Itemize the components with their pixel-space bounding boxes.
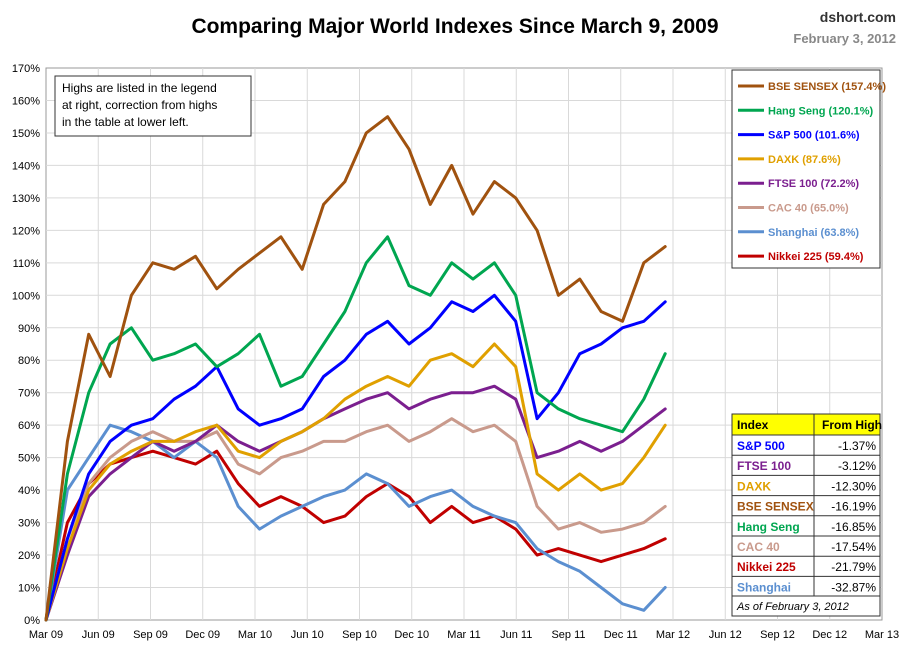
site-name: dshort.com	[820, 9, 896, 25]
y-tick-label: 30%	[18, 518, 40, 530]
x-tick-label: Mar 12	[656, 629, 690, 641]
table-cell-value: -32.87%	[831, 580, 876, 594]
table-cell-index: CAC 40	[737, 540, 780, 554]
y-tick-label: 40%	[18, 485, 40, 497]
table-cell-value: -16.19%	[831, 500, 876, 514]
table-frame	[731, 413, 881, 617]
table-cell-index: Hang Seng	[737, 520, 800, 534]
series-line	[44, 293, 667, 622]
series-line	[44, 342, 667, 622]
x-tick-label: Jun 11	[500, 629, 532, 641]
table-cell-index: S&P 500	[737, 439, 785, 453]
note-line-2: at right, correction from highs	[62, 98, 217, 112]
y-tick-label: 20%	[18, 550, 40, 562]
series-line	[44, 115, 667, 622]
y-axis: 0% 10% 20% 30% 40% 50% 60% 70% 80% 90% 100% 110% 120…	[12, 63, 40, 627]
x-tick-label: Sep 12	[760, 629, 795, 641]
table-cell-value: -17.54%	[831, 540, 876, 554]
correction-table: Index From High As of February 3, 2012 S…	[731, 413, 882, 617]
chart-date: February 3, 2012	[793, 31, 896, 46]
table-cell-index: Shanghai	[737, 580, 791, 594]
x-tick-label: Jun 10	[291, 629, 324, 641]
y-tick-label: 150%	[12, 128, 40, 140]
chart-title: Comparing Major World Indexes Since Marc…	[191, 15, 718, 38]
y-tick-label: 140%	[12, 160, 40, 172]
y-tick-label: 10%	[18, 583, 40, 595]
legend-entry: CAC 40 (65.0%)	[768, 203, 849, 215]
y-tick-label: 90%	[18, 323, 40, 335]
x-tick-label: Dec 11	[604, 629, 638, 641]
legend-frame	[731, 69, 881, 269]
table-cell-index: Nikkei 225	[737, 560, 796, 574]
legend: BSE SENSEX (157.4%) Hang Seng (120.1%) S&P…	[731, 69, 886, 269]
series-lines	[44, 115, 667, 622]
y-tick-label: 70%	[18, 388, 40, 400]
x-tick-label: Mar 09	[29, 629, 63, 641]
table-cell-value: -1.37%	[838, 439, 876, 453]
legend-entry: FTSE 100 (72.2%)	[768, 178, 859, 190]
legend-entry: Nikkei 225 (59.4%)	[768, 251, 864, 263]
note-box: Highs are listed in the legend at right,…	[54, 75, 252, 137]
y-tick-label: 60%	[18, 420, 40, 432]
y-tick-label: 100%	[12, 290, 40, 302]
series-line	[44, 235, 667, 622]
y-tick-label: 0%	[24, 615, 40, 627]
table-cell-value: -21.79%	[831, 560, 876, 574]
x-tick-label: Mar 11	[447, 629, 480, 641]
y-tick-label: 50%	[18, 453, 40, 465]
x-tick-label: Dec 12	[812, 629, 847, 641]
table-cell-value: -3.12%	[838, 459, 876, 473]
y-tick-label: 160%	[12, 95, 40, 107]
x-tick-label: Mar 13	[865, 629, 899, 641]
table-cell-index: DAXK	[737, 479, 771, 493]
legend-entry: Shanghai (63.8%)	[768, 227, 859, 239]
x-tick-label: Mar 10	[238, 629, 272, 641]
legend-entry: S&P 500 (101.6%)	[768, 130, 860, 142]
x-axis: Mar 09 Jun 09 Sep 09 Dec 09 Mar 10 Jun 10 Sep …	[29, 629, 899, 641]
legend-entry: Hang Seng (120.1%)	[768, 105, 873, 117]
table-footer: As of February 3, 2012	[736, 601, 849, 613]
y-tick-label: 170%	[12, 63, 40, 75]
table-header-value: From High	[822, 418, 882, 432]
x-tick-label: Sep 10	[342, 629, 377, 641]
y-tick-label: 110%	[13, 258, 41, 270]
x-tick-label: Sep 11	[551, 629, 585, 641]
note-frame	[54, 75, 252, 137]
legend-entry: BSE SENSEX (157.4%)	[768, 81, 886, 93]
x-tick-label: Sep 09	[133, 629, 168, 641]
table-header-index: Index	[737, 418, 769, 432]
y-tick-label: 80%	[18, 355, 40, 367]
y-tick-label: 120%	[12, 225, 40, 237]
table-cell-index: FTSE 100	[737, 459, 791, 473]
series-line	[44, 423, 667, 622]
x-tick-label: Jun 12	[709, 629, 742, 641]
note-line-1: Highs are listed in the legend	[62, 81, 217, 95]
x-tick-label: Dec 10	[394, 629, 429, 641]
table-cell-value: -12.30%	[831, 479, 876, 493]
legend-entry: DAXK (87.6%)	[768, 154, 841, 166]
table-cell-index: BSE SENSEX	[737, 500, 814, 514]
series-line	[44, 449, 667, 622]
y-tick-label: 130%	[12, 193, 40, 205]
series-line	[44, 417, 667, 622]
x-tick-label: Dec 09	[185, 629, 220, 641]
x-tick-label: Jun 09	[82, 629, 115, 641]
table-cell-value: -16.85%	[831, 520, 876, 534]
note-line-3: in the table at lower left.	[62, 115, 189, 129]
